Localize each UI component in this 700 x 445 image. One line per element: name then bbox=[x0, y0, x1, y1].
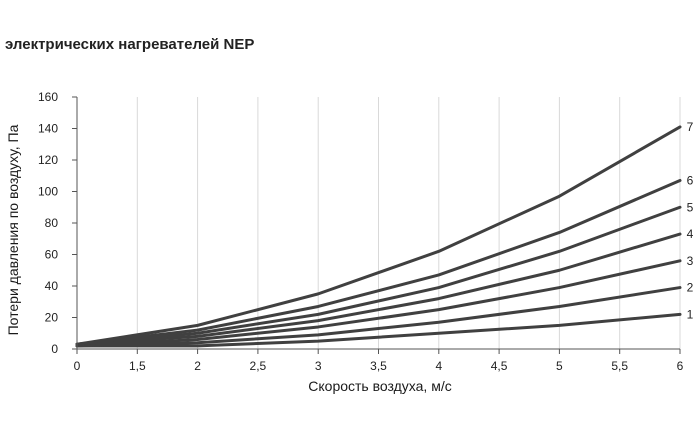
y-tick-label: 140 bbox=[38, 122, 58, 136]
series-label-7: 7 bbox=[687, 120, 694, 134]
grid-lines bbox=[136, 97, 681, 349]
y-tick-label: 20 bbox=[45, 311, 59, 325]
series-line-5 bbox=[75, 205, 682, 346]
x-tick-label: 3,5 bbox=[370, 359, 387, 373]
series-label-4: 4 bbox=[687, 227, 694, 241]
x-tick-label: 0 bbox=[74, 359, 81, 373]
x-tick-label: 4,5 bbox=[491, 359, 508, 373]
series-line-2 bbox=[75, 286, 682, 348]
y-tick-labels: 0 20 40 60 80 100 120 140 160 bbox=[38, 90, 58, 356]
series-line-6 bbox=[75, 178, 682, 346]
y-tick-label: 120 bbox=[38, 153, 58, 167]
series-label-2: 2 bbox=[687, 281, 694, 295]
x-tick-label: 3 bbox=[315, 359, 322, 373]
series-label-6: 6 bbox=[687, 173, 694, 187]
series-label-3: 3 bbox=[687, 254, 694, 268]
series-line-4 bbox=[75, 232, 682, 346]
series-label-1: 1 bbox=[687, 307, 694, 321]
x-tick-label: 4 bbox=[435, 359, 442, 373]
series-lines bbox=[75, 125, 682, 348]
y-tick-label: 160 bbox=[38, 90, 58, 104]
series-line-1 bbox=[75, 312, 682, 348]
x-tick-label: 2,5 bbox=[250, 359, 267, 373]
x-tick-label: 6 bbox=[677, 359, 684, 373]
x-tick-label: 1,5 bbox=[129, 359, 146, 373]
x-tick-labels: 0 1,5 2 2,5 3 3,5 4 4,5 5 5,5 6 bbox=[74, 359, 684, 373]
y-tick-label: 60 bbox=[45, 248, 59, 262]
x-tick-label: 5 bbox=[556, 359, 563, 373]
series-line-3 bbox=[75, 259, 682, 348]
y-tick-label: 0 bbox=[51, 342, 58, 356]
y-tick-label: 80 bbox=[45, 216, 59, 230]
series-line-7 bbox=[75, 125, 682, 346]
series-labels: 1 2 3 4 5 6 7 bbox=[687, 120, 694, 321]
y-tick-label: 100 bbox=[38, 185, 58, 199]
y-tick-label: 40 bbox=[45, 279, 59, 293]
axes bbox=[72, 96, 681, 354]
x-axis-label: Скорость воздуха, м/с bbox=[308, 378, 452, 394]
chart-title: электрических нагревателей NEP bbox=[5, 36, 255, 53]
x-tick-label: 5,5 bbox=[611, 359, 628, 373]
y-axis-label: Потери давления по воздуху, Па bbox=[5, 124, 21, 336]
series-label-5: 5 bbox=[687, 200, 694, 214]
x-tick-label: 2 bbox=[194, 359, 201, 373]
